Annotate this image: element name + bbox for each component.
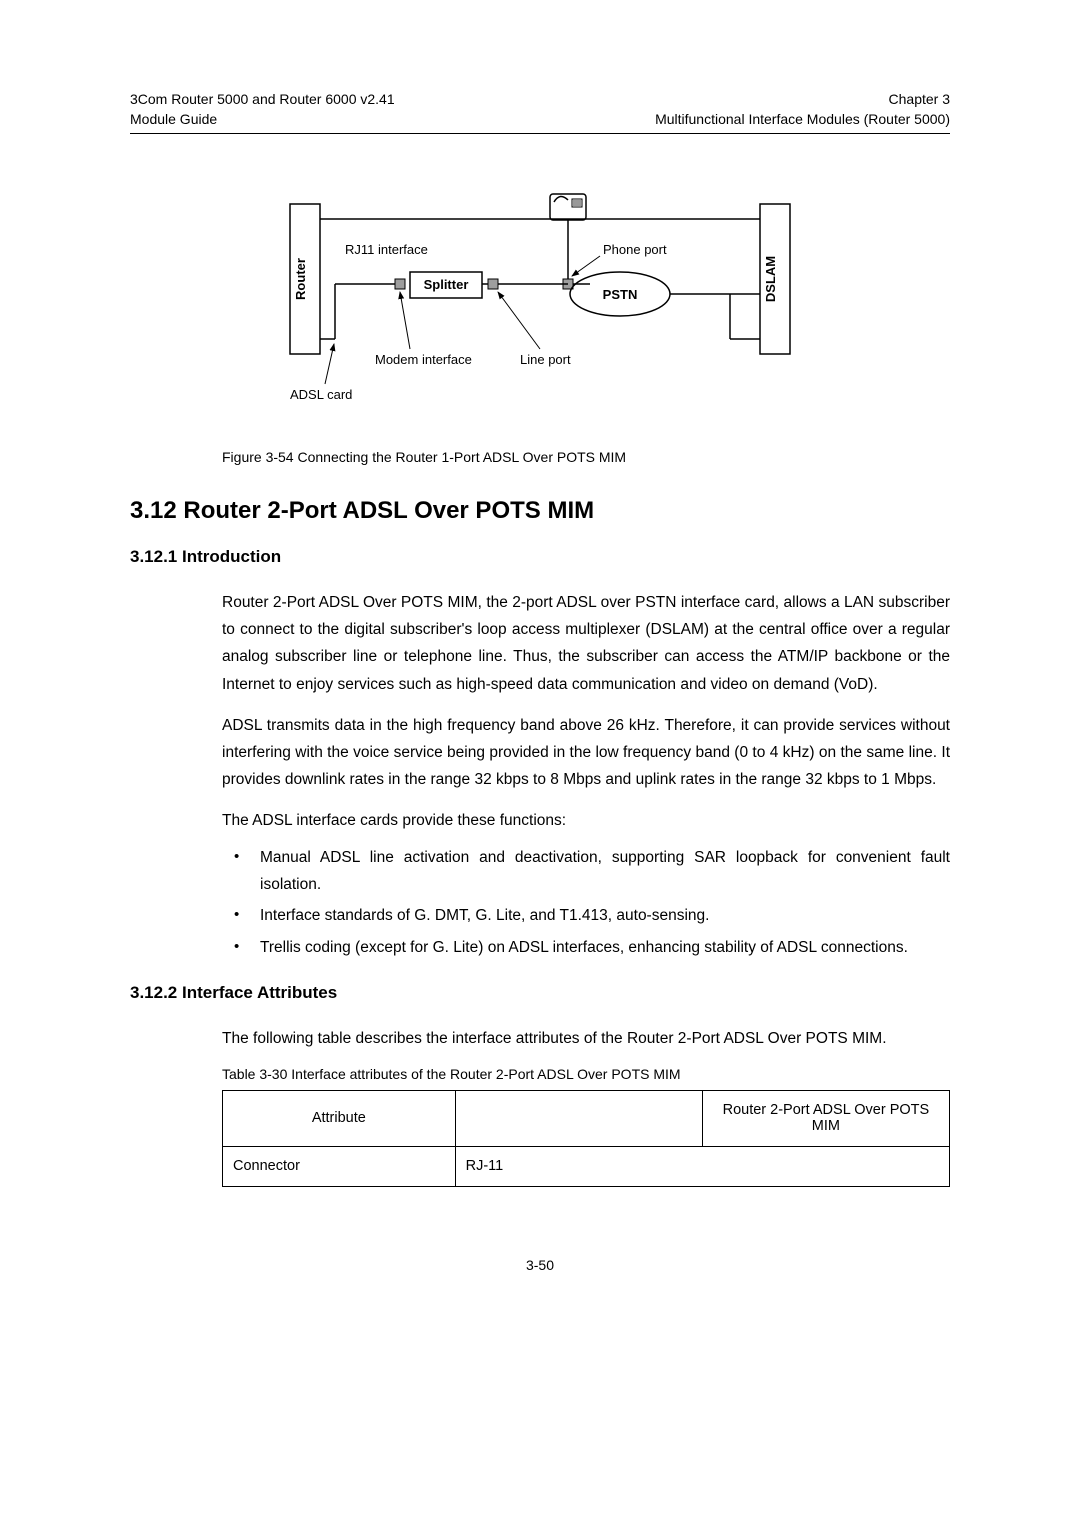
splitter-label: Splitter	[424, 277, 469, 292]
list-item: Trellis coding (except for G. Lite) on A…	[222, 934, 950, 961]
figure-caption-block: Figure 3-54 Connecting the Router 1-Port…	[222, 449, 950, 465]
pstn-label: PSTN	[603, 287, 638, 302]
para4: The following table describes the interf…	[222, 1025, 950, 1052]
figure-caption: Figure 3-54 Connecting the Router 1-Port…	[222, 449, 950, 465]
header-left-line1: 3Com Router 5000 and Router 6000 v2.41	[130, 90, 395, 110]
table-header-row: Attribute Router 2-Port ADSL Over POTS M…	[223, 1090, 950, 1146]
dslam-label: DSLAM	[763, 256, 778, 302]
list-item: Interface standards of G. DMT, G. Lite, …	[222, 902, 950, 929]
header-right-line1: Chapter 3	[655, 90, 950, 110]
para1: Router 2-Port ADSL Over POTS MIM, the 2-…	[222, 589, 950, 698]
running-header: 3Com Router 5000 and Router 6000 v2.41 M…	[130, 90, 950, 129]
section-heading: 3.12 Router 2-Port ADSL Over POTS MIM	[130, 497, 950, 525]
attrs-body: The following table describes the interf…	[222, 1025, 950, 1187]
header-right-line2: Multifunctional Interface Modules (Route…	[655, 110, 950, 130]
attribute-table: Attribute Router 2-Port ADSL Over POTS M…	[222, 1090, 950, 1187]
table-cell: RJ-11	[455, 1146, 949, 1186]
header-right: Chapter 3 Multifunctional Interface Modu…	[655, 90, 950, 129]
list-item: Manual ADSL line activation and deactiva…	[222, 844, 950, 898]
intro-body: Router 2-Port ADSL Over POTS MIM, the 2-…	[222, 589, 950, 961]
rj11-label: RJ11 interface	[345, 242, 428, 257]
diagram-svg: Router DSLAM Phone port RJ	[260, 184, 820, 414]
function-list: Manual ADSL line activation and deactiva…	[222, 844, 950, 961]
page-number: 3-50	[130, 1257, 950, 1273]
table-header-cell: Router 2-Port ADSL Over POTS MIM	[702, 1090, 949, 1146]
table-caption: Table 3-30 Interface attributes of the R…	[222, 1066, 950, 1082]
subsection-attrs-heading: 3.12.2 Interface Attributes	[130, 983, 950, 1003]
para3: The ADSL interface cards provide these f…	[222, 807, 950, 834]
router-label: Router	[293, 258, 308, 300]
header-divider	[130, 133, 950, 134]
table-cell: Connector	[223, 1146, 456, 1186]
adsl-card-label: ADSL card	[290, 387, 352, 402]
modem-interface-label: Modem interface	[375, 352, 472, 367]
phone-icon	[550, 194, 586, 220]
table-header-cell: Attribute	[223, 1090, 456, 1146]
table-header-cell	[455, 1090, 702, 1146]
table-row: Connector RJ-11	[223, 1146, 950, 1186]
para2: ADSL transmits data in the high frequenc…	[222, 712, 950, 793]
connection-diagram: Router DSLAM Phone port RJ	[260, 184, 820, 419]
phone-port-label: Phone port	[603, 242, 667, 257]
line-port-label: Line port	[520, 352, 571, 367]
header-left-line2: Module Guide	[130, 110, 395, 130]
header-left: 3Com Router 5000 and Router 6000 v2.41 M…	[130, 90, 395, 129]
subsection-intro-heading: 3.12.1 Introduction	[130, 547, 950, 567]
page: 3Com Router 5000 and Router 6000 v2.41 M…	[0, 0, 1080, 1333]
